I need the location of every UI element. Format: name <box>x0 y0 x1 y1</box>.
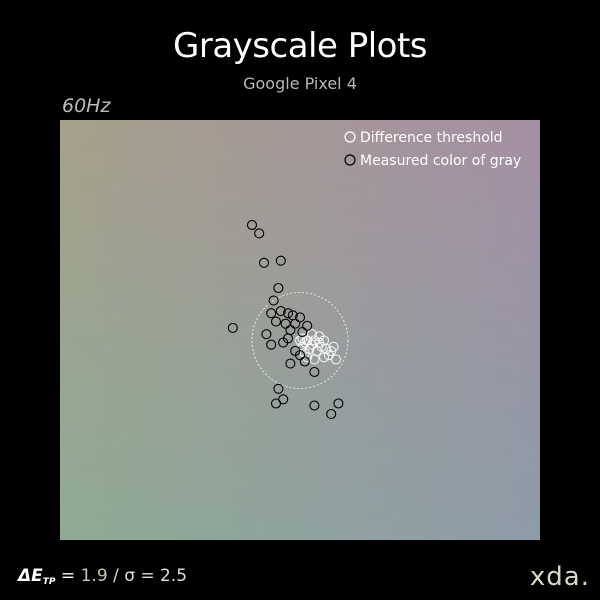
measured-point <box>266 339 277 350</box>
measured-point <box>326 408 337 420</box>
chart-subtitle: Google Pixel 4 <box>243 74 357 93</box>
threshold-point <box>306 329 318 340</box>
metrics-readout: ΔETP = 1.9 / σ = 2.5 <box>18 566 187 587</box>
measured-point <box>294 312 306 323</box>
legend-measured-label: Measured color of gray <box>360 153 521 169</box>
threshold-point <box>314 331 325 342</box>
measured-point <box>280 318 291 329</box>
refresh-rate-label: 60Hz <box>62 95 111 117</box>
threshold-point <box>328 341 339 352</box>
grayscale-plot: Difference threshold Measured color of g… <box>60 120 540 540</box>
measured-point <box>299 356 310 367</box>
delta-e-subscript: TP <box>42 577 56 587</box>
measured-point <box>270 398 282 409</box>
measured-point <box>254 228 265 239</box>
metrics-separator: / <box>107 566 125 586</box>
legend-measured-marker <box>344 154 356 166</box>
sigma-value: σ = 2.5 <box>124 566 188 586</box>
measured-point <box>282 308 294 319</box>
measured-point <box>266 308 277 319</box>
delta-e-value: 1.9 <box>80 566 108 586</box>
measured-point <box>285 358 296 369</box>
measured-point <box>290 318 301 329</box>
measured-point <box>227 322 238 333</box>
measured-point <box>258 257 270 268</box>
plot-legend: Difference threshold Measured color of g… <box>344 130 521 169</box>
measured-point <box>273 383 284 394</box>
threshold-point <box>330 354 342 365</box>
measured-point <box>275 255 286 266</box>
legend-threshold-marker <box>344 131 356 143</box>
measured-point <box>309 366 320 378</box>
measured-point <box>294 350 306 361</box>
measured-point <box>261 329 272 340</box>
measured-point <box>297 327 308 338</box>
delta-e-equals: = <box>55 566 81 586</box>
measured-point <box>275 306 286 317</box>
measured-point <box>309 400 320 411</box>
measured-point <box>246 219 258 231</box>
measured-point <box>273 282 284 294</box>
measured-layer <box>227 219 344 420</box>
measured-point <box>333 398 344 409</box>
measured-point <box>270 316 282 327</box>
threshold-point <box>318 352 330 363</box>
threshold-ring <box>251 292 349 389</box>
measured-point <box>282 333 294 344</box>
threshold-point <box>309 354 320 365</box>
delta-e-symbol: ΔE <box>18 566 43 586</box>
xda-logo: xda. <box>529 562 590 592</box>
plot-background-top <box>60 120 540 540</box>
measured-point <box>268 295 279 306</box>
measured-point <box>302 320 313 331</box>
chart-title: Grayscale Plots <box>173 26 428 66</box>
legend-threshold-label: Difference threshold <box>360 130 503 146</box>
